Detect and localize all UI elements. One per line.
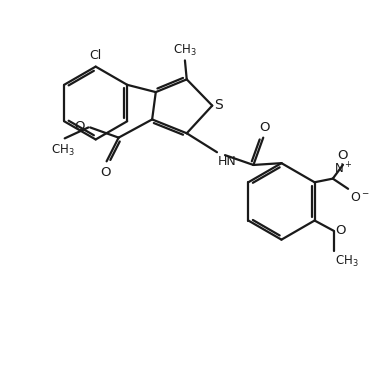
Text: O: O — [336, 224, 346, 237]
Text: O: O — [338, 149, 348, 162]
Text: CH$_3$: CH$_3$ — [335, 255, 359, 269]
Text: S: S — [214, 98, 223, 112]
Text: CH$_3$: CH$_3$ — [173, 43, 197, 58]
Text: CH$_3$: CH$_3$ — [51, 143, 75, 158]
Text: HN: HN — [217, 155, 236, 168]
Text: O: O — [259, 121, 270, 134]
Text: Cl: Cl — [89, 49, 102, 62]
Text: O$^-$: O$^-$ — [350, 191, 370, 204]
Text: O: O — [100, 166, 111, 179]
Text: O: O — [74, 120, 85, 133]
Text: N$^+$: N$^+$ — [334, 161, 352, 177]
